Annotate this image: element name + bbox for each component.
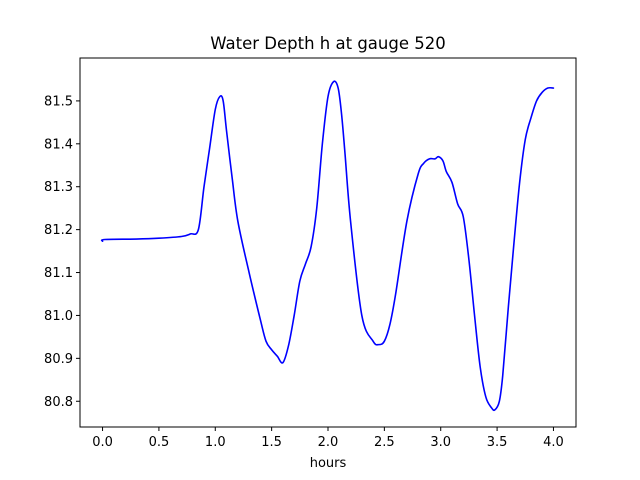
plot-area: [100, 80, 555, 412]
y-tick-label: 81.1: [44, 266, 73, 281]
y-tick-label: 81.5: [44, 94, 73, 109]
y-tick-label: 80.9: [44, 352, 73, 367]
x-tick-label: 1.0: [205, 435, 226, 450]
x-tick-label: 0.0: [92, 435, 113, 450]
x-tick-label: 2.5: [374, 435, 395, 450]
x-tick-label: 0.5: [149, 435, 170, 450]
x-tick-label: 2.0: [318, 435, 339, 450]
y-tick-label: 81.2: [44, 223, 73, 238]
plot-frame: [79, 57, 577, 428]
y-tick-label: 81.3: [44, 180, 73, 195]
x-axis: 0.0 0.5 1.0 1.5 2.0 2.5 3.0 3.5 4.0: [92, 427, 564, 450]
chart-title: Water Depth h at gauge 520: [210, 34, 445, 53]
y-tick-label: 81.4: [44, 137, 73, 152]
x-tick-label: 3.0: [430, 435, 451, 450]
y-axis: 80.8 80.9 81.0 81.1 81.2 81.3 81.4 81.5: [44, 94, 80, 410]
x-axis-label: hours: [310, 456, 347, 471]
y-tick-label: 80.8: [44, 395, 73, 410]
x-tick-label: 1.5: [261, 435, 282, 450]
y-tick-label: 81.0: [44, 309, 73, 324]
x-tick-label: 4.0: [543, 435, 564, 450]
x-tick-label: 3.5: [487, 435, 508, 450]
series-line: [100, 80, 555, 412]
